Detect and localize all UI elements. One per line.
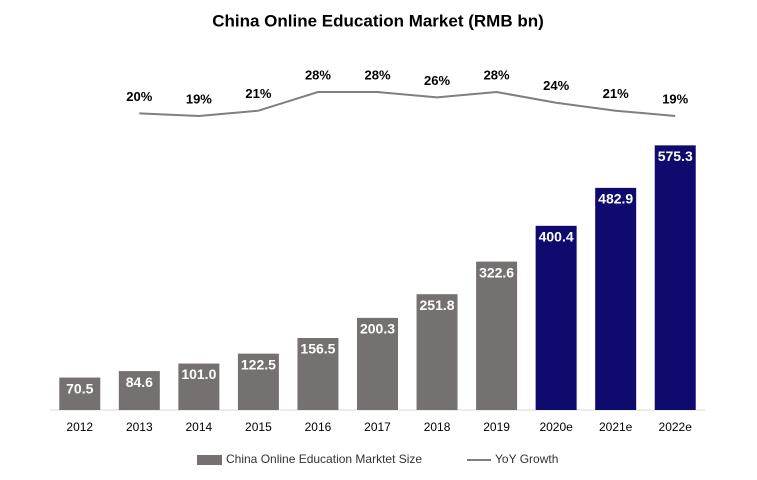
line-value-label: 26% (424, 73, 450, 88)
bar (595, 187, 637, 410)
line (139, 91, 676, 118)
bar (416, 294, 458, 410)
bar (59, 377, 101, 410)
x-tick-label: 2022e (659, 420, 693, 434)
bar-value-label: 482.9 (598, 191, 633, 207)
x-tick-label: 2013 (126, 420, 153, 434)
chart-title: China Online Education Market (RMB bn) (212, 11, 544, 30)
bar-value-label: 156.5 (300, 341, 335, 357)
bar-value-label: 70.5 (66, 380, 93, 396)
bar (357, 317, 398, 410)
x-tick-label: 2019 (483, 420, 510, 434)
bar-value-label: 575.3 (658, 148, 693, 164)
bar (476, 261, 518, 410)
line-value-label: 20% (126, 89, 152, 104)
x-tick-label: 2014 (186, 420, 213, 434)
legend-label: China Online Education Marktet Size (226, 452, 422, 466)
line-value-label: 19% (662, 91, 688, 106)
x-tick-label: 2015 (245, 420, 272, 434)
x-tick-label: 2012 (66, 420, 93, 434)
bar-value-label: 251.8 (420, 297, 455, 313)
bar (654, 145, 696, 410)
x-tick-label: 2017 (364, 420, 391, 434)
bar-value-label: 122.5 (241, 356, 276, 372)
bar (118, 371, 160, 410)
x-tick-label: 2018 (424, 420, 451, 434)
bar-value-label: 101.0 (181, 366, 216, 382)
line-value-label: 28% (364, 67, 390, 82)
bar (237, 353, 279, 410)
x-tick-label: 2021e (599, 420, 633, 434)
bar-value-label: 400.4 (539, 229, 574, 245)
line-value-label: 21% (245, 86, 271, 101)
bar (297, 338, 339, 410)
line-value-label: 21% (603, 86, 629, 101)
line-value-label: 28% (305, 67, 331, 82)
bar (535, 225, 577, 410)
bar-value-label: 200.3 (360, 321, 395, 337)
x-tick-label: 2020e (539, 420, 573, 434)
line-value-label: 19% (186, 91, 212, 106)
legend-label: YoY Growth (495, 452, 558, 466)
line-value-label: 24% (543, 78, 569, 93)
legend-swatch (197, 455, 222, 465)
bar-value-label: 322.6 (479, 264, 514, 280)
line-value-label: 28% (484, 67, 510, 82)
bar-value-label: 84.6 (126, 374, 153, 390)
bar (178, 363, 220, 410)
x-tick-label: 2016 (305, 420, 332, 434)
